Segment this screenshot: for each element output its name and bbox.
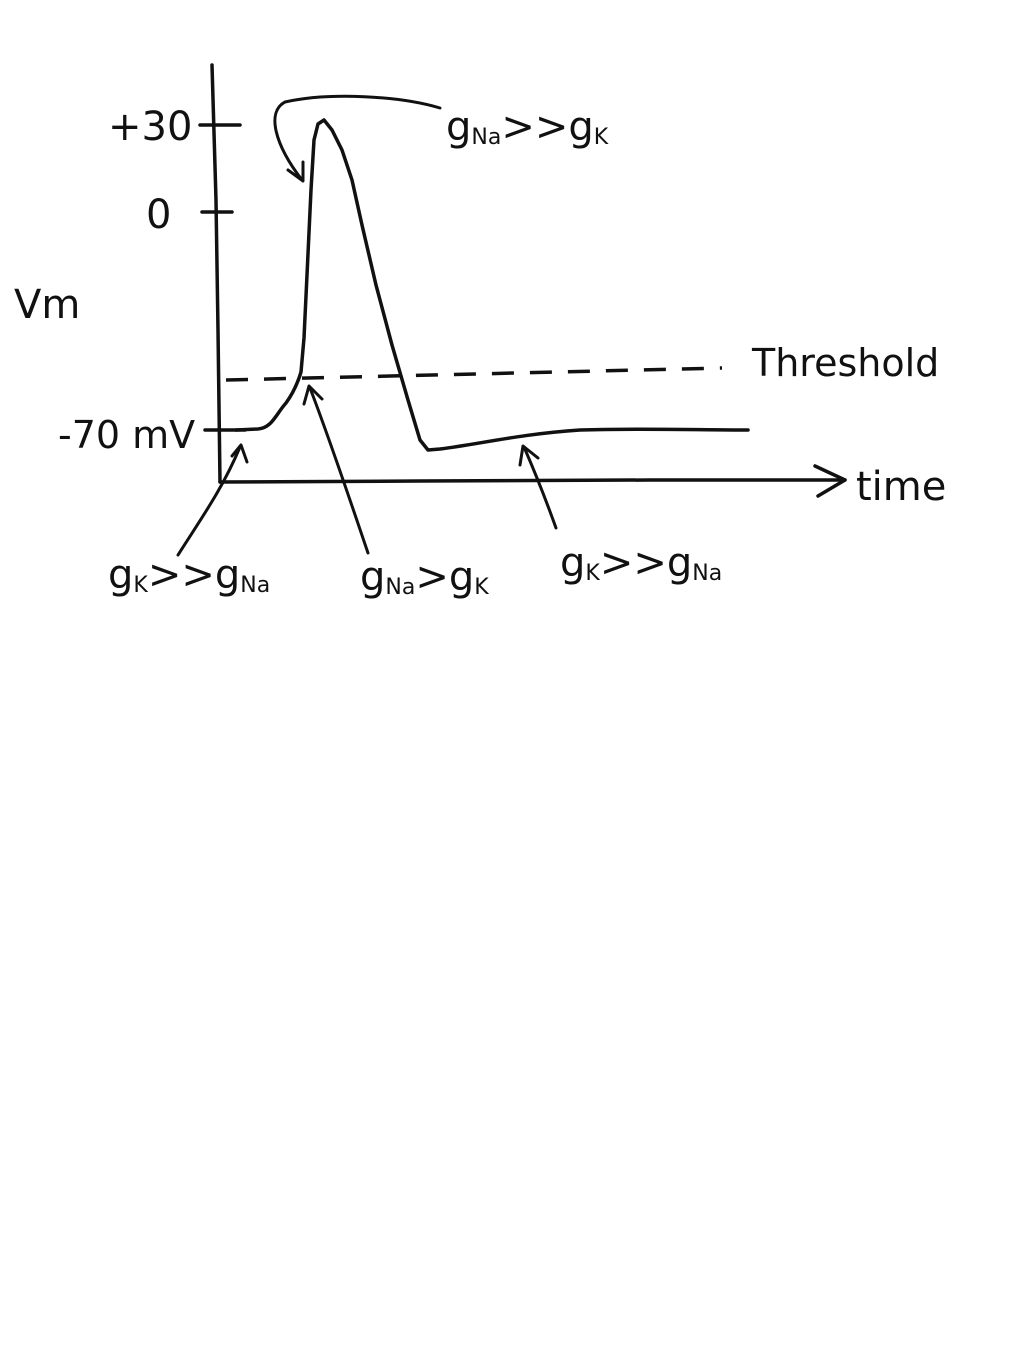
arrow-resting-head <box>230 443 249 464</box>
threshold-label: Threshold <box>751 341 939 385</box>
arrow-threshold-crossing <box>308 386 370 555</box>
arrow-hyperpolarization-head <box>518 444 540 467</box>
tick-label-plus30: +30 <box>108 104 192 150</box>
arrow-rising-phase-head <box>286 160 305 183</box>
x-axis-arrowhead <box>813 464 847 498</box>
annotation-threshold-crossing: gNa>gK <box>360 554 489 600</box>
annotation-resting: gK>>gNa <box>108 552 270 598</box>
y-axis-label: Vm <box>14 282 80 328</box>
y-axis <box>210 63 222 484</box>
arrow-threshold-crossing-head <box>302 384 324 406</box>
x-axis <box>218 478 847 484</box>
arrow-hyperpolarization <box>522 445 558 530</box>
annotation-hyperpolarization: gK>>gNa <box>560 540 722 586</box>
threshold-line <box>225 366 723 382</box>
x-axis-label: time <box>856 464 946 510</box>
arrow-rising-phase <box>273 94 442 182</box>
membrane-potential-trace <box>234 118 750 452</box>
tick-label-minus70: -70 mV <box>58 413 195 457</box>
tick-label-zero: 0 <box>146 192 171 238</box>
annotation-rising-phase: gNa>>gK <box>446 104 609 150</box>
arrow-resting <box>176 445 242 557</box>
